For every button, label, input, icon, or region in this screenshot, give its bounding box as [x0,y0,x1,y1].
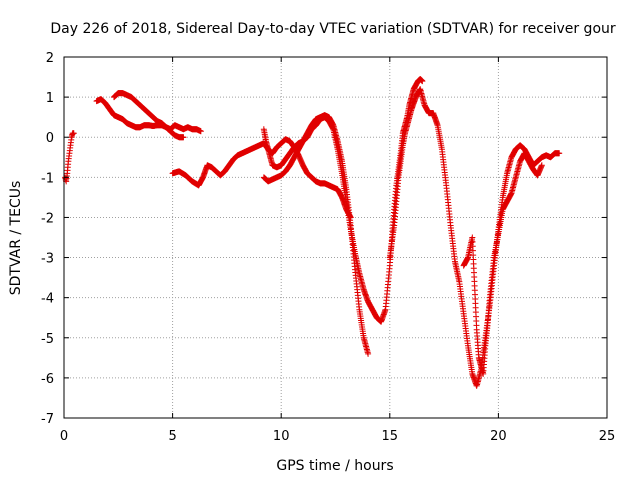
plot-frame [63,56,608,419]
y-tick-label: -2 [41,211,54,226]
series-segment-a [62,130,77,185]
axis-ticks: 0 5 10 15 20 25 -7 -6 -5 -4 -3 -2 -1 0 1 2 [41,51,615,444]
series-segment-h [460,150,545,377]
x-tick-label: 0 [60,429,68,444]
y-tick-label: -6 [41,372,54,387]
y-tick-label: -1 [41,171,54,186]
y-tick-label: 1 [46,91,54,106]
series-segment-b [93,96,204,135]
data-point [365,350,372,357]
x-axis-label: GPS time / hours [276,458,393,474]
chart-title: Day 226 of 2018, Sidereal Day-to-day VTE… [50,21,616,37]
grid [64,57,607,418]
data-point [70,130,77,137]
y-tick-label: -4 [41,292,54,307]
series-segment-c [110,90,187,141]
data-point [556,150,563,157]
data-point [419,78,426,85]
y-axis-label: SDTVAR / TECUs [8,181,24,296]
y-tick-label: -5 [41,332,54,347]
y-tick-label: -3 [41,252,54,267]
y-tick-label: 0 [46,131,54,146]
x-tick-label: 15 [382,429,399,444]
data-point [197,128,204,135]
data-point [180,134,187,141]
y-tick-label: -7 [41,412,54,427]
y-tick-label: 2 [46,51,54,66]
x-tick-label: 10 [273,429,290,444]
x-tick-label: 25 [599,429,616,444]
x-tick-label: 5 [168,429,176,444]
series-segment-d [169,136,354,221]
x-tick-label: 20 [490,429,507,444]
data-points [62,76,563,389]
data-point [538,162,545,169]
series-segment-f [260,76,426,325]
